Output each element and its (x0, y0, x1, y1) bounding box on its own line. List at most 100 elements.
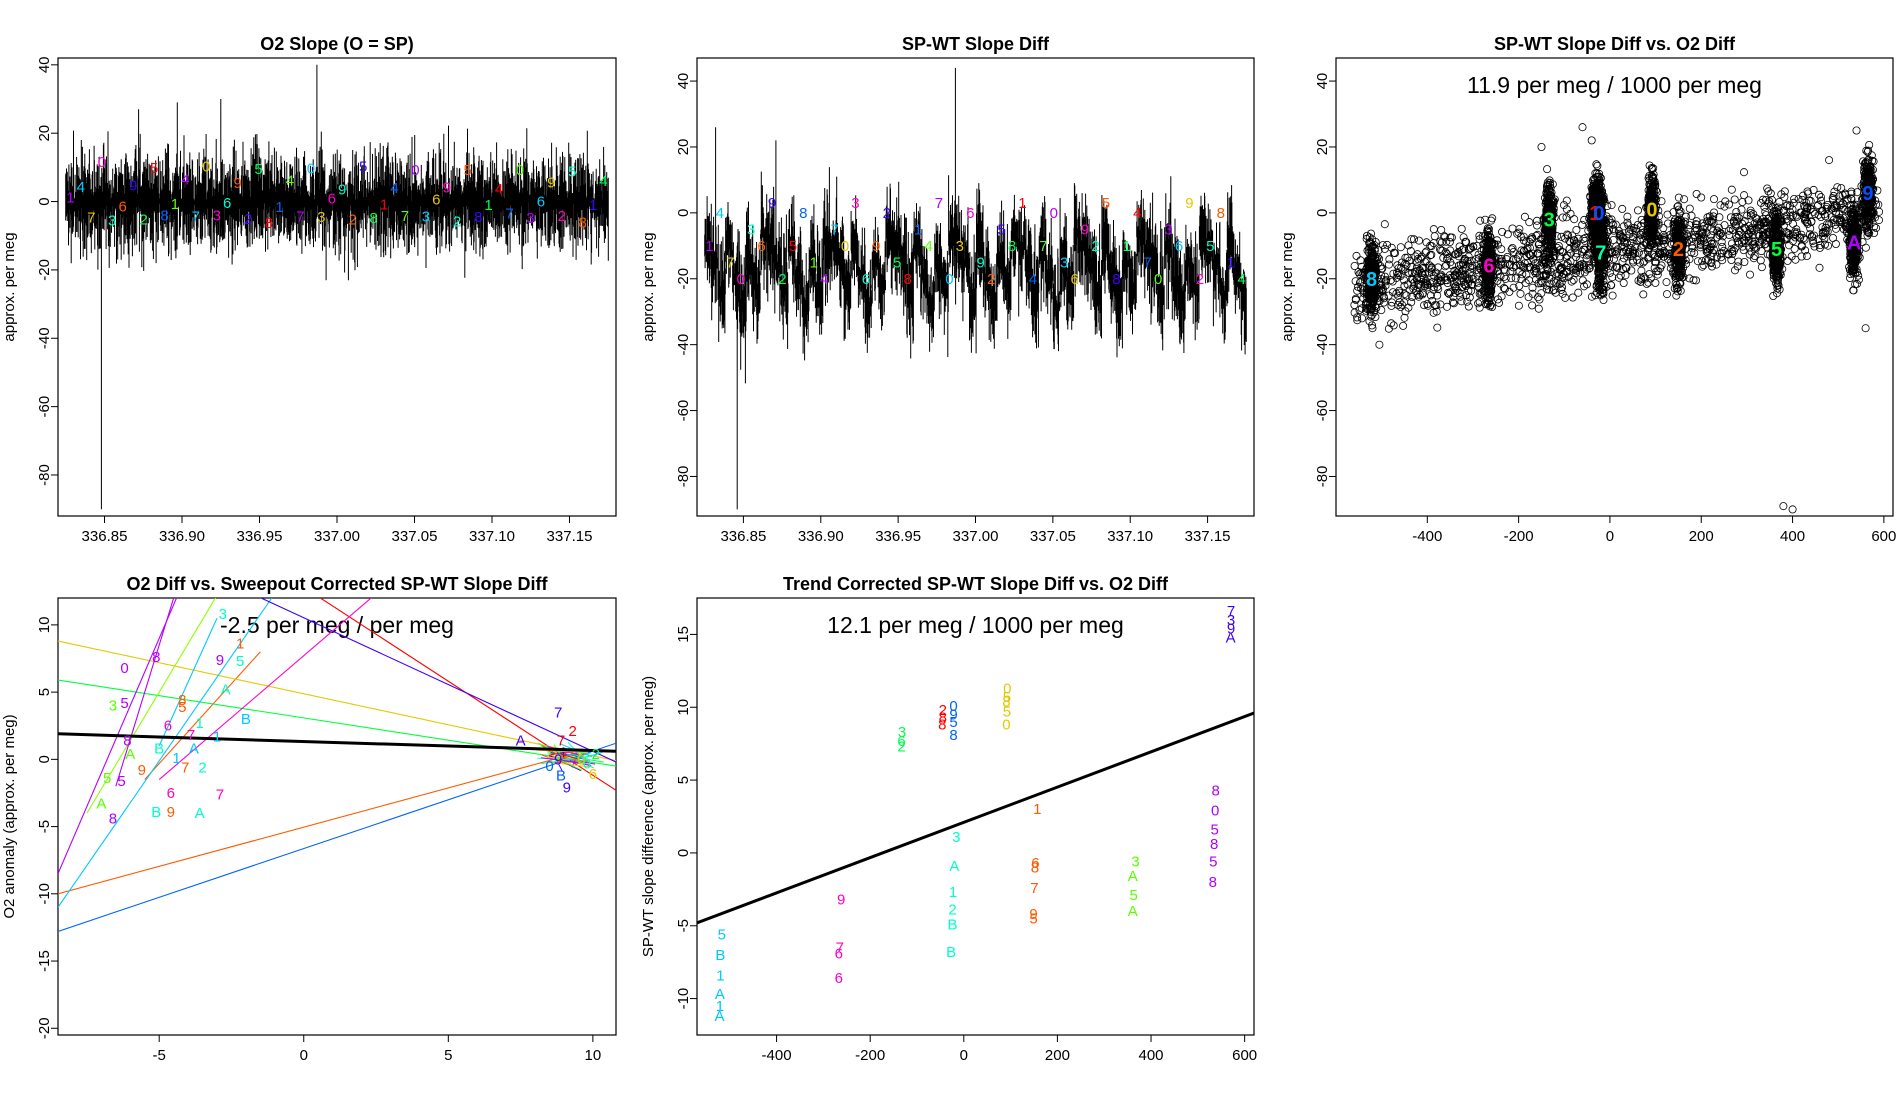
y-tick-label: 0 (1314, 209, 1331, 217)
data-point-marker: 2 (558, 208, 566, 225)
trend-line (555, 757, 583, 771)
point-label: 2 (568, 723, 576, 740)
point-label: 3 (1227, 612, 1235, 629)
point-label: 9 (563, 780, 571, 797)
trend-line (86, 598, 217, 814)
chart-title: SP-WT Slope Diff (902, 34, 1050, 54)
y-tick-label: 20 (36, 125, 53, 142)
point-label: 0 (1003, 680, 1011, 697)
point-label: 9 (554, 751, 562, 768)
x-tick-label: 5 (444, 1047, 452, 1064)
y-tick-label: 0 (675, 209, 692, 217)
x-tick-label: 0 (960, 1047, 968, 1064)
data-point-marker: 3 (956, 238, 964, 255)
x-tick-label: 200 (1045, 1047, 1070, 1064)
point-label: 5 (718, 926, 726, 943)
point-label: 8 (1210, 836, 1218, 853)
data-point-marker: 0 (737, 271, 745, 288)
point-label: 3 (109, 698, 117, 715)
plot-frame (1335, 57, 1894, 517)
point-label: 8 (1209, 874, 1217, 891)
data-point-marker: 5 (568, 163, 576, 180)
data-point-marker: 1 (914, 221, 922, 238)
point-label: 8 (938, 717, 946, 734)
data-point-marker: 2 (453, 213, 461, 230)
y-tick-label: -10 (675, 988, 692, 1010)
data-point-marker: 7 (401, 208, 409, 225)
point-label: 7 (1030, 880, 1038, 897)
data-point-marker: 0 (202, 158, 210, 175)
y-tick-label: -60 (36, 396, 53, 418)
data-point-marker: 2 (1091, 238, 1099, 255)
data-point-marker: 1 (484, 197, 492, 214)
x-tick-label: 337.00 (953, 528, 999, 545)
point-label: 5 (236, 653, 244, 670)
point-label: 0 (949, 698, 957, 715)
data-point-marker: 3 (108, 212, 116, 229)
point-label: 0 (120, 660, 128, 677)
point-label: 2 (939, 702, 947, 719)
point-label: 1 (949, 884, 957, 901)
point-label: 9 (138, 762, 146, 779)
point-label: 5 (1003, 704, 1011, 721)
y-tick-label: 0 (36, 755, 53, 763)
y-tick-label: -20 (675, 268, 692, 290)
data-point-marker: 4 (820, 271, 828, 288)
data-point-marker: 0 (516, 162, 524, 179)
data-point-marker: 9 (129, 178, 137, 195)
y-tick-label: 5 (675, 776, 692, 784)
y-axis-label: approx. per meg (1279, 232, 1296, 341)
data-point-marker: 1 (810, 254, 818, 271)
point-label: 8 (152, 649, 160, 666)
point-label: 0 (1002, 717, 1010, 734)
y-tick-label: 40 (36, 56, 53, 73)
point-label: 7 (557, 733, 565, 750)
point-label: 0 (577, 751, 585, 768)
point-label: 8 (949, 727, 957, 744)
point-label: B (948, 916, 958, 933)
point-label: 9 (167, 804, 175, 821)
plot-area: 1470369258147036925814703692581470369258… (704, 67, 1247, 510)
cluster-label: 0 (1646, 200, 1657, 222)
point-label: B (946, 944, 956, 961)
point-label: 0 (545, 758, 553, 775)
data-point-marker: 4 (390, 180, 398, 197)
point-label: 7 (836, 940, 844, 957)
data-point-marker: 7 (505, 206, 513, 223)
data-point-marker: 6 (432, 191, 440, 208)
point-label: B (715, 947, 725, 964)
data-point-marker: 9 (1185, 195, 1193, 212)
trend-line (560, 753, 579, 760)
plot-area: 1470369258147036925814703692581470369258… (65, 64, 609, 510)
x-tick-label: 337.05 (392, 528, 438, 545)
x-tick-label: -200 (855, 1047, 885, 1064)
point-label: 5 (1130, 887, 1138, 904)
y-axis-label: approx. per meg (1, 232, 18, 341)
point-label: 1 (213, 728, 221, 745)
point-label: 1 (716, 998, 724, 1015)
data-point-marker: 3 (422, 209, 430, 226)
cluster-label: 5 (1771, 239, 1782, 261)
point-label: B (154, 741, 164, 758)
data-point-marker: 8 (1217, 205, 1225, 222)
data-point-marker: 8 (265, 215, 273, 232)
data-point-marker: 8 (579, 215, 587, 232)
point-label: A (125, 746, 135, 763)
point-label: 6 (835, 970, 843, 987)
point-label: 9 (837, 892, 845, 909)
x-tick-label: 337.15 (547, 528, 593, 545)
point-label: A (96, 796, 106, 813)
fit-line (58, 732, 616, 753)
y-tick-label: -80 (675, 466, 692, 488)
data-point-marker: 6 (119, 198, 127, 215)
y-tick-label: 0 (675, 849, 692, 857)
y-tick-label: 5 (36, 688, 53, 696)
point-label: 5 (178, 699, 186, 716)
data-point-marker: 0 (841, 238, 849, 255)
point-label: 5 (103, 770, 111, 787)
x-tick-label: 200 (1689, 528, 1714, 545)
y-tick-label: -40 (1314, 334, 1331, 356)
plot-frame (57, 57, 617, 517)
point-label: 9 (216, 652, 224, 669)
point-label: B (556, 767, 566, 784)
